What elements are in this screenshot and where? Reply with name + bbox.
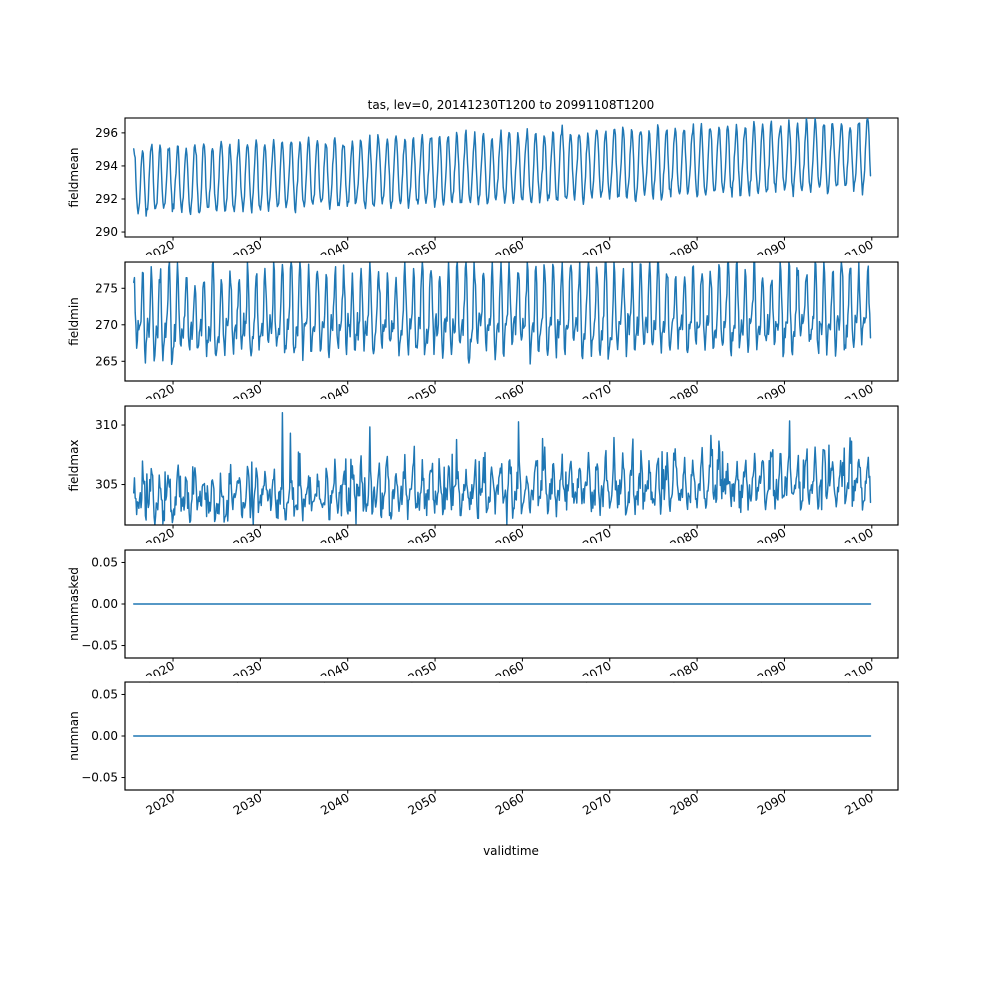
series-line-fieldmean: [133, 118, 872, 217]
axes-frame-overlay-numnan: [124, 681, 899, 791]
xtick-label: 2020: [144, 790, 177, 817]
ytick-label: 0.05: [91, 556, 118, 570]
ytick-label: 305: [95, 478, 118, 492]
axes-frame-fieldmean: [124, 117, 899, 238]
ytick-label: −0.05: [81, 771, 118, 785]
ytick-label: 0.00: [91, 729, 118, 743]
axis-ylabel-fieldmin: fieldmin: [67, 297, 81, 346]
series-line-fieldmax: [133, 412, 872, 525]
xtick-label: 2090: [755, 790, 788, 817]
xtick-label: 2030: [231, 790, 264, 817]
ytick-label: 275: [95, 281, 118, 295]
ytick-label: 265: [95, 354, 118, 368]
xtick-label: 2050: [406, 790, 439, 817]
axes-frame-overlay-fieldmax: [124, 405, 899, 526]
ytick-label: 294: [95, 159, 118, 173]
inter-panel-mask: [0, 543, 1000, 550]
axis-ylabel-nummasked: nummasked: [67, 567, 81, 641]
xtick-label: 2070: [580, 790, 613, 817]
series-line-fieldmin: [133, 262, 872, 366]
axis-ylabel-fieldmean: fieldmean: [67, 148, 81, 208]
ytick-label: 290: [95, 225, 118, 239]
ytick-label: 292: [95, 192, 118, 206]
axes-frame-overlay-fieldmin: [124, 261, 899, 382]
ytick-label: 310: [95, 418, 118, 432]
inter-panel-mask: [0, 255, 1000, 262]
inter-panel-mask: [0, 676, 1000, 682]
ytick-label: 270: [95, 318, 118, 332]
inter-panel-mask: [0, 399, 1000, 406]
xtick-label: 2100: [842, 790, 875, 817]
axes-frame-overlay-nummasked: [124, 549, 899, 659]
ytick-label: 0.00: [91, 597, 118, 611]
ytick-label: 296: [95, 126, 118, 140]
figure-title: tas, lev=0, 20141230T1200 to 20991108T12…: [368, 98, 655, 112]
axis-ylabel-numnan: numnan: [67, 711, 81, 760]
panel-numnan: −0.05 0.00 0.05 numnan 2020 2030 2040 2050 2060 2…: [67, 681, 899, 818]
xtick-label: 2080: [668, 790, 701, 817]
axis-xlabel: validtime: [483, 844, 539, 858]
ytick-label: 0.05: [91, 688, 118, 702]
xtick-label: 2060: [493, 790, 526, 817]
axis-ylabel-fieldmax: fieldmax: [67, 439, 81, 491]
xtick-label: 2040: [318, 790, 351, 817]
ytick-label: −0.05: [81, 639, 118, 653]
